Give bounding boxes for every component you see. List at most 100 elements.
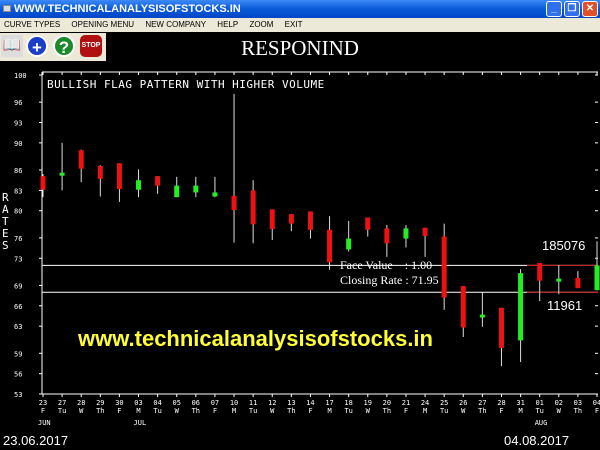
book-icon[interactable]: 📖 [1, 35, 23, 57]
weekday-label: M [423, 407, 427, 415]
stock-title: RESPONIND [241, 36, 359, 60]
weekday-label: Tu [440, 407, 448, 415]
day-label: 31 [516, 399, 524, 407]
day-label: 30 [115, 399, 123, 407]
y-tick-label: 63 [14, 323, 22, 331]
weekday-label: Tu [249, 407, 257, 415]
y-tick-label: 80 [14, 208, 22, 216]
day-label: 17 [325, 399, 333, 407]
day-label: 04 [153, 399, 161, 407]
day-label: 13 [287, 399, 295, 407]
menu-opening-menu[interactable]: OPENING MENU [71, 20, 135, 29]
pattern-label: BULLISH FLAG PATTERN WITH HIGHER VOLUME [47, 78, 325, 91]
weekday-label: F [213, 407, 217, 415]
weekday-label: Th [383, 407, 391, 415]
start-date: 23.06.2017 [3, 433, 69, 448]
candle-body [269, 209, 275, 230]
app-icon [3, 5, 11, 12]
day-label: 06 [192, 399, 200, 407]
weekday-label: Th [574, 407, 582, 415]
candle-body [155, 176, 161, 186]
candle-body [537, 263, 543, 281]
day-label: 29 [96, 399, 104, 407]
day-label: 07 [211, 399, 219, 407]
plus-icon[interactable]: + [26, 35, 48, 57]
candle-body [231, 195, 237, 211]
face-value: Face Value : 1.00 [340, 258, 433, 272]
weekday-label: F [595, 407, 599, 415]
day-label: 28 [77, 399, 85, 407]
day-label: 04 [593, 399, 600, 407]
day-label: 02 [555, 399, 563, 407]
day-label: 24 [421, 399, 429, 407]
title-bar: WWW.TECHNICALANALYSISOFSTOCKS.IN _ ❐ ✕ [0, 0, 600, 18]
weekday-label: M [136, 407, 140, 415]
day-label: 14 [306, 399, 314, 407]
weekday-label: M [518, 407, 522, 415]
day-label: 28 [497, 399, 505, 407]
menu-new-company[interactable]: NEW COMPANY [145, 20, 207, 29]
menu-exit[interactable]: EXIT [284, 20, 303, 29]
candle-body [441, 236, 447, 298]
y-tick-label: 53 [14, 391, 22, 399]
month-label: JUN [38, 419, 51, 427]
day-label: 03 [574, 399, 582, 407]
day-label: 23 [39, 399, 47, 407]
menu-zoom[interactable]: ZOOM [249, 20, 274, 29]
closing-rate: Closing Rate : 71.95 [340, 273, 439, 287]
candle-body [193, 185, 199, 193]
candle-body [479, 314, 485, 318]
menu-bar: CURVE TYPES OPENING MENU NEW COMPANY HEL… [0, 18, 600, 32]
day-label: 27 [478, 399, 486, 407]
volume-low: 11961 [547, 298, 583, 313]
weekday-label: Tu [58, 407, 66, 415]
y-tick-label: 69 [14, 282, 22, 290]
close-button[interactable]: ✕ [582, 1, 598, 17]
weekday-label: F [308, 407, 312, 415]
weekday-label: W [79, 407, 84, 415]
y-tick-label: 86 [14, 167, 22, 175]
day-label: 27 [58, 399, 66, 407]
y-tick-label: 76 [14, 235, 22, 243]
day-label: 12 [268, 399, 276, 407]
window-title: WWW.TECHNICALANALYSISOFSTOCKS.IN [14, 3, 241, 15]
weekday-label: Tu [535, 407, 543, 415]
y-tick-label: 56 [14, 371, 22, 379]
candle-body [288, 214, 294, 224]
weekday-label: W [461, 407, 466, 415]
y-tick-label: 96 [14, 99, 22, 107]
day-label: 01 [535, 399, 543, 407]
weekday-label: W [270, 407, 275, 415]
candle-body [212, 192, 218, 197]
candle-body [136, 180, 142, 190]
candle-body [250, 190, 256, 225]
menu-help[interactable]: HELP [217, 20, 239, 29]
weekday-label: Th [192, 407, 200, 415]
y-tick-label: 83 [14, 187, 22, 195]
y-tick-label: 100 [14, 72, 27, 80]
candle-body [116, 163, 122, 190]
help-icon[interactable]: ? [53, 35, 75, 57]
candle-body [174, 185, 180, 198]
weekday-label: W [557, 407, 562, 415]
weekday-label: Tu [344, 407, 352, 415]
day-label: 26 [459, 399, 467, 407]
candle-body [346, 238, 352, 250]
minimize-button[interactable]: _ [546, 1, 562, 17]
menu-curve-types[interactable]: CURVE TYPES [4, 20, 61, 29]
candle-body [78, 150, 84, 169]
weekday-label: Th [287, 407, 295, 415]
candle-body [97, 165, 103, 179]
day-label: 25 [440, 399, 448, 407]
weekday-label: Th [478, 407, 486, 415]
candle-body [327, 229, 333, 263]
maximize-button[interactable]: ❐ [564, 1, 580, 17]
day-label: 03 [134, 399, 142, 407]
candle-body [422, 227, 428, 236]
day-label: 20 [383, 399, 391, 407]
stop-icon[interactable]: STOP [80, 35, 102, 57]
toolbar: 📖 + ? STOP [0, 33, 106, 61]
y-axis-label: RATES [2, 191, 9, 252]
weekday-label: M [327, 407, 331, 415]
